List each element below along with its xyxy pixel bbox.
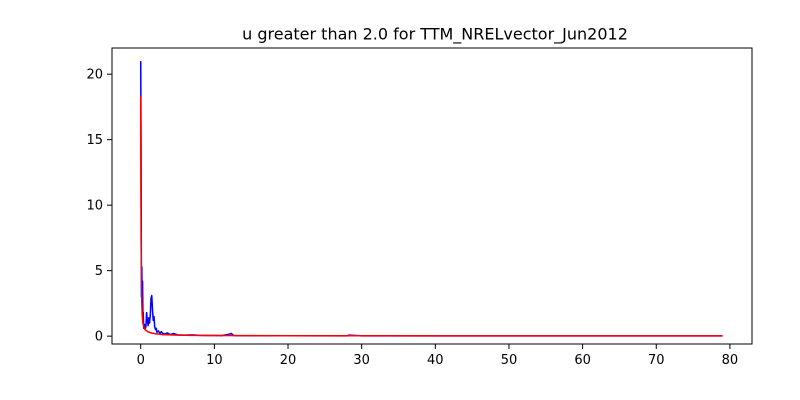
- x-tick-label: 30: [353, 353, 370, 368]
- plot-frame: [111, 47, 753, 345]
- y-axis: 0 5 10 15 20: [86, 68, 112, 345]
- y-tick-label: 10: [86, 199, 103, 214]
- x-tick-label: 10: [206, 353, 223, 368]
- y-tick-label: 5: [95, 264, 103, 279]
- chart-title: u greater than 2.0 for TTM_NRELvector_Ju…: [242, 25, 628, 45]
- x-axis: 0 10 20 30 40 50 60 70 80: [137, 344, 739, 368]
- x-tick-label: 20: [280, 353, 297, 368]
- y-tick-label: 0: [95, 330, 103, 345]
- y-tick-label: 20: [86, 68, 103, 83]
- x-tick-label: 50: [501, 353, 518, 368]
- x-tick-label: 40: [427, 353, 444, 368]
- x-tick-label: 60: [574, 353, 591, 368]
- y-tick-label: 15: [86, 133, 103, 148]
- series-line-1: [139, 96, 723, 337]
- x-tick-label: 80: [722, 353, 739, 368]
- series-line-0: [139, 61, 723, 337]
- x-tick-label: 70: [648, 353, 665, 368]
- plot-layer: [139, 61, 723, 337]
- x-tick-label: 0: [137, 353, 145, 368]
